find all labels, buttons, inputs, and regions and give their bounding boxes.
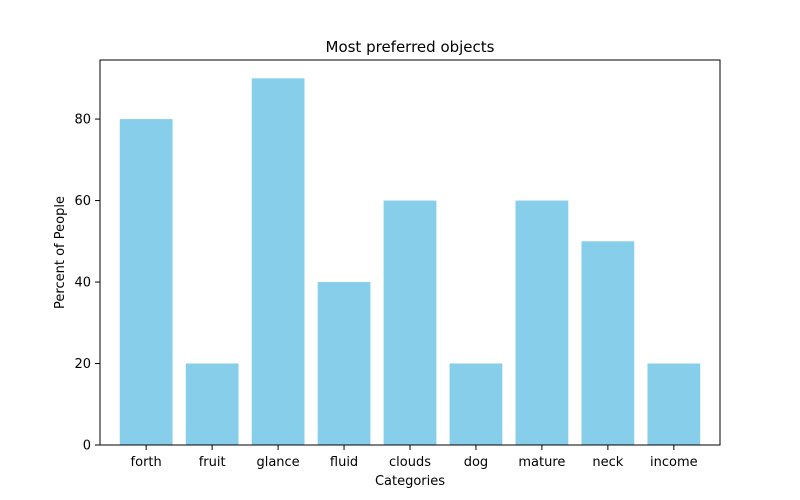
x-tick-label: clouds [389,455,431,470]
y-tick-label: 80 [74,113,91,128]
x-tick-label: mature [518,455,565,470]
x-tick-label: forth [131,455,162,470]
y-tick-label: 40 [74,276,91,291]
bar-glance [251,78,305,445]
bar-mature [515,200,569,445]
y-tick-label: 0 [83,439,91,454]
bar-fruit [185,363,239,445]
bar-forth [119,119,173,446]
y-ticks-group: 0 20 40 60 80 [74,113,100,454]
x-tick-label: neck [592,455,623,470]
plot-area-frame [99,59,721,446]
bar-fluid [317,282,371,445]
x-tick-label: income [650,455,698,470]
bar-income [647,363,701,445]
x-axis-label: Categories [375,474,445,489]
y-tick-label: 60 [74,194,91,209]
bar-dog [449,363,503,445]
x-tick-label: glance [256,455,299,470]
x-tick-label: fruit [199,455,226,470]
y-axis-label: Percent of People [53,196,68,309]
bars-group [119,78,701,446]
bar-clouds [383,200,437,445]
chart-title: Most preferred objects [326,38,495,56]
x-tick-label: dog [464,455,488,470]
x-ticks-group: forth fruit glance fluid clouds dog mature neck… [131,445,698,470]
bar-neck [581,241,635,445]
y-tick-label: 20 [74,357,91,372]
x-tick-label: fluid [330,455,358,470]
